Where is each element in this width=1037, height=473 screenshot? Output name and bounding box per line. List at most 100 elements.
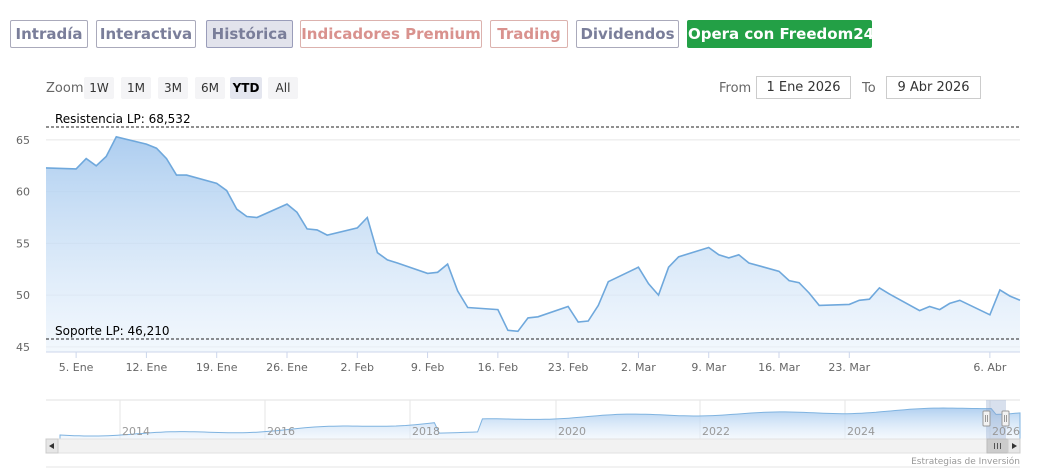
x-tick-label: 2. Mar: [621, 361, 656, 374]
x-tick-label: 23. Mar: [828, 361, 870, 374]
tab-indicadores-premium[interactable]: Indicadores Premium: [300, 20, 482, 48]
data-point: [959, 299, 961, 301]
zoom-button-all[interactable]: All: [268, 77, 298, 99]
navigator-year-label: 2014: [122, 425, 150, 438]
zoom-button-ytd[interactable]: YTD: [230, 77, 262, 99]
navigator[interactable]: 2014 2016 2018 2020 2022 2024 2026: [45, 399, 1021, 454]
zoom-button-1m[interactable]: 1M: [121, 77, 151, 99]
zoom-button-1w[interactable]: 1W: [84, 77, 114, 99]
data-point: [667, 266, 669, 268]
data-point: [316, 229, 318, 231]
zoom-button-6m[interactable]: 6M: [195, 77, 225, 99]
data-point: [366, 216, 368, 218]
data-point: [467, 306, 469, 308]
data-point: [537, 316, 539, 318]
x-axis: 5. Ene 12. Ene 19. Ene 26. Ene 2. Feb 9. Feb 1…: [46, 351, 1020, 374]
chevron-right-icon: [1012, 443, 1017, 449]
navigator-handle-left[interactable]: [982, 410, 991, 427]
data-point: [75, 168, 77, 170]
data-point: [577, 321, 579, 323]
navigator-year-label: 2026: [992, 425, 1020, 438]
navigator-year-label: 2018: [412, 425, 440, 438]
data-point: [567, 305, 569, 307]
data-point: [246, 215, 248, 217]
data-point: [296, 211, 298, 213]
data-point: [848, 303, 850, 305]
data-point: [115, 136, 117, 138]
x-tick-label: 23. Feb: [548, 361, 588, 374]
from-date-input[interactable]: 1 Ene 2026: [756, 76, 851, 99]
plot-lines: Resistencia LP: 68,532 Soporte LP: 46,210: [46, 112, 1020, 340]
data-point: [748, 262, 750, 264]
data-point: [145, 143, 147, 145]
data-point: [446, 263, 448, 265]
price-area: [46, 136, 1020, 352]
zoom-button-3m[interactable]: 3M: [158, 77, 188, 99]
navigator-year-labels: 2014 2016 2018 2020 2022 2024 2026: [122, 425, 1020, 438]
data-point: [226, 189, 228, 191]
y-tick-label: 65: [16, 134, 30, 147]
navigator-year-label: 2020: [558, 425, 586, 438]
x-tick-label: 16. Feb: [478, 361, 518, 374]
data-point: [708, 246, 710, 248]
data-point: [738, 254, 740, 256]
data-point: [155, 147, 157, 149]
data-point: [457, 290, 459, 292]
tab-historica[interactable]: Histórica: [206, 20, 293, 48]
data-point: [868, 298, 870, 300]
navigator-year-label: 2024: [847, 425, 875, 438]
navigator-scrollbar[interactable]: [45, 438, 1021, 454]
data-point: [216, 182, 218, 184]
data-point: [677, 256, 679, 258]
data-point: [1019, 299, 1021, 301]
from-label: From: [719, 81, 752, 96]
data-point: [788, 279, 790, 281]
data-point: [185, 174, 187, 176]
data-point: [105, 155, 107, 157]
x-tick-label: 19. Ene: [196, 361, 238, 374]
data-point: [507, 329, 509, 331]
data-point: [888, 293, 890, 295]
data-point: [436, 271, 438, 273]
x-tick-label: 16. Mar: [758, 361, 800, 374]
data-point: [306, 228, 308, 230]
data-point: [356, 227, 358, 229]
data-point: [426, 272, 428, 274]
data-point: [728, 257, 730, 259]
data-point: [165, 157, 167, 159]
resistance-label: Resistencia LP: 68,532: [55, 112, 191, 126]
navigator-selected-range[interactable]: [986, 400, 1006, 439]
to-date-input[interactable]: 9 Abr 2026: [886, 76, 981, 99]
data-point: [45, 167, 47, 169]
data-point: [808, 292, 810, 294]
support-label: Soporte LP: 46,210: [55, 324, 170, 338]
data-point: [878, 287, 880, 289]
data-point: [999, 289, 1001, 291]
tab-interactiva[interactable]: Interactiva: [96, 20, 196, 48]
data-point: [597, 304, 599, 306]
data-point: [587, 320, 589, 322]
x-tick-label: 5. Ene: [59, 361, 94, 374]
data-point: [637, 266, 639, 268]
tab-intradia[interactable]: Intradía: [10, 20, 88, 48]
x-tick-label: 12. Ene: [126, 361, 168, 374]
navigator-year-label: 2016: [267, 425, 295, 438]
x-tick-label: 6. Abr: [973, 361, 1006, 374]
range-selector: Zoom 1W 1M 3M 6M YTD All From 1 Ene 2026…: [0, 76, 1037, 102]
data-point: [326, 234, 328, 236]
data-point: [175, 174, 177, 176]
y-tick-label: 50: [16, 289, 30, 302]
opera-con-freedom24-button[interactable]: Opera con Freedom24: [687, 20, 874, 48]
to-label: To: [862, 81, 876, 96]
data-point: [386, 259, 388, 261]
data-point: [517, 330, 519, 332]
tab-dividendos[interactable]: Dividendos: [576, 20, 679, 48]
data-point: [778, 270, 780, 272]
data-point: [85, 157, 87, 159]
y-tick-label: 45: [16, 341, 30, 354]
x-tick-label: 9. Feb: [411, 361, 444, 374]
tab-trading[interactable]: Trading: [490, 20, 568, 48]
data-point: [647, 283, 649, 285]
navigator-handle-right[interactable]: [1001, 410, 1010, 427]
